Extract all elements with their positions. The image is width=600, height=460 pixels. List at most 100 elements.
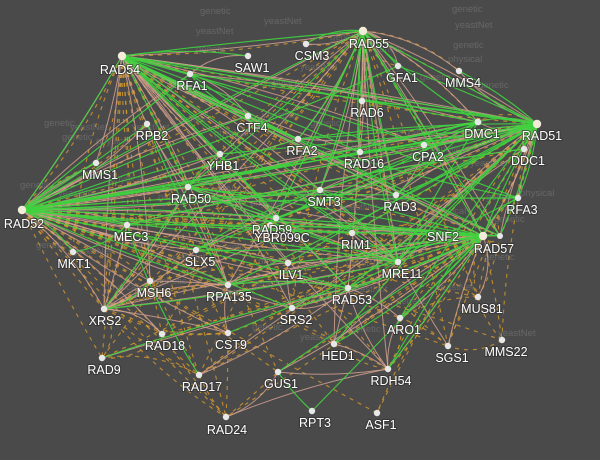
node-rad24[interactable]: [222, 413, 230, 421]
edge-genetic: [387, 123, 538, 370]
edge-physical: [121, 55, 479, 123]
edge-physical: [21, 209, 74, 253]
node-hed1[interactable]: [330, 340, 338, 348]
node-mkt1[interactable]: [69, 248, 77, 256]
edge-genetic: [21, 209, 378, 414]
node-xrs2[interactable]: [100, 305, 108, 313]
node-layer[interactable]: [17, 26, 542, 421]
edge-yeastnet: [21, 209, 277, 219]
edge-yeastnet: [287, 235, 484, 264]
node-gus1[interactable]: [274, 368, 282, 376]
node-label-mkt1: MKT1: [57, 257, 90, 271]
node-rfa3[interactable]: [514, 194, 522, 202]
node-mms1[interactable]: [92, 159, 100, 167]
edge-genetic: [103, 284, 229, 310]
edge-type-watermark: genetic: [453, 40, 484, 51]
edge-yeastnet: [277, 368, 389, 375]
node-csm3[interactable]: [302, 40, 310, 48]
node-rad50[interactable]: [184, 183, 192, 191]
node-rad57[interactable]: [497, 233, 503, 239]
node-mus81[interactable]: [474, 293, 482, 301]
node-rpb2[interactable]: [143, 120, 151, 128]
node-saw1[interactable]: [244, 52, 252, 60]
node-rad55[interactable]: [358, 26, 368, 36]
node-rad54[interactable]: [117, 51, 127, 61]
node-label-sgs1: SGS1: [435, 351, 468, 365]
node-label-xrs2: XRS2: [89, 314, 122, 328]
edge-yeastnet: [21, 115, 249, 211]
edge-yeastnet: [319, 189, 484, 237]
node-label-rad51: RAD51: [522, 129, 562, 143]
edge-yeastnet: [21, 209, 293, 309]
node-rad51[interactable]: [532, 119, 542, 129]
edge-genetic: [195, 235, 484, 251]
edge-type-watermark: genetic: [350, 324, 381, 335]
node-rad17[interactable]: [195, 371, 203, 379]
edge-genetic: [21, 55, 123, 211]
node-snf2[interactable]: [478, 231, 488, 241]
edge-yeastnet: [347, 287, 401, 319]
node-smt3[interactable]: [316, 186, 324, 194]
node-rad6[interactable]: [358, 97, 366, 105]
node-rpt3[interactable]: [308, 407, 316, 415]
node-rad3[interactable]: [392, 191, 400, 199]
node-yhb1[interactable]: [216, 150, 224, 158]
node-mec3[interactable]: [123, 221, 131, 229]
edge-physical: [187, 121, 479, 188]
node-rad9[interactable]: [98, 354, 106, 362]
node-label-rfa1: RFA1: [176, 79, 207, 93]
node-cst9[interactable]: [224, 329, 232, 337]
node-rad59[interactable]: [272, 214, 280, 222]
edge-yeastnet: [347, 287, 389, 370]
edge-yeastnet: [103, 123, 538, 310]
node-cpa2[interactable]: [420, 141, 428, 149]
node-ddc1[interactable]: [520, 145, 528, 153]
node-dmc1[interactable]: [474, 118, 482, 126]
node-rad52[interactable]: [17, 205, 27, 215]
node-label-rad59: RAD59: [252, 223, 292, 237]
node-gfa1[interactable]: [394, 62, 402, 70]
node-mms22[interactable]: [498, 336, 506, 344]
node-ilv1[interactable]: [284, 259, 292, 267]
node-rdh54[interactable]: [384, 365, 392, 373]
node-rad18[interactable]: [158, 330, 166, 338]
node-label-rad24: RAD24: [207, 423, 247, 437]
node-ybr099c[interactable]: [267, 222, 273, 228]
edge-genetic: [103, 186, 189, 310]
node-label-saw1: SAW1: [235, 61, 270, 75]
node-asf1[interactable]: [373, 409, 381, 417]
edge-physical: [121, 55, 349, 289]
node-slx5[interactable]: [192, 246, 200, 254]
node-aro1[interactable]: [396, 314, 404, 322]
edge-genetic: [195, 30, 364, 251]
edge-type-watermark: yeastNet: [352, 142, 390, 153]
edge-physical: [311, 235, 484, 412]
node-ctf4[interactable]: [244, 112, 252, 120]
edge-type-watermark: yeastNet: [470, 158, 508, 169]
node-rfa2[interactable]: [294, 135, 302, 143]
node-rpa135[interactable]: [224, 281, 232, 289]
edge-physical: [21, 209, 289, 264]
edge-type-watermark: physical: [300, 292, 334, 303]
edge-genetic: [101, 55, 123, 359]
edge-yeastnet: [362, 30, 538, 125]
node-rad53[interactable]: [344, 284, 352, 292]
node-rim1[interactable]: [348, 229, 356, 237]
node-rfa1[interactable]: [186, 70, 194, 78]
node-srs2[interactable]: [288, 304, 296, 312]
edge-genetic: [447, 339, 503, 351]
node-sgs1[interactable]: [444, 342, 452, 350]
node-msh6[interactable]: [146, 277, 154, 285]
edge-yeastnet: [362, 30, 389, 370]
node-mms4[interactable]: [455, 67, 463, 75]
node-mre11[interactable]: [394, 258, 402, 266]
node-label-hed1: HED1: [321, 349, 354, 363]
node-rad16[interactable]: [356, 148, 364, 156]
edge-genetic: [362, 30, 399, 67]
edge-yeastnet: [333, 343, 389, 370]
edge-genetic: [225, 332, 229, 418]
edge-physical: [146, 123, 229, 286]
node-label-ddc1: DDC1: [511, 154, 545, 168]
